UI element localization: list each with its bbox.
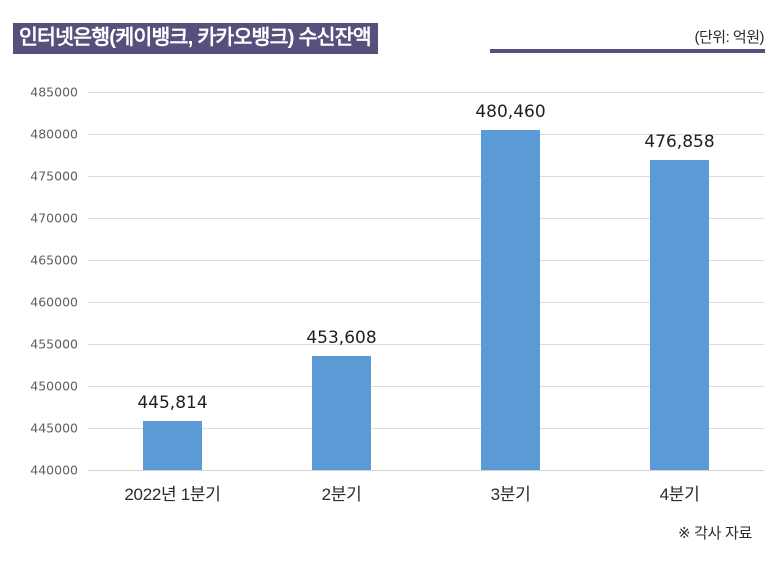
bar-value-label: 453,608 <box>306 327 377 348</box>
gridline <box>88 386 764 387</box>
gridline <box>88 302 764 303</box>
bar[interactable] <box>650 160 709 470</box>
y-axis-tick-label: 485000 <box>30 84 78 100</box>
y-axis-tick-label: 445000 <box>30 420 78 436</box>
gridline <box>88 428 764 429</box>
bar-chart: 485000 480000 475000 470000 465000 460000 4550… <box>0 70 780 530</box>
y-axis-tick-label: 440000 <box>30 462 78 478</box>
title-banner: 인터넷은행(케이뱅크, 카카오뱅크) 수신잔액 <box>13 23 378 54</box>
gridline <box>88 134 764 135</box>
y-axis-tick-label: 470000 <box>30 210 78 226</box>
unit-note: (단위: 억원) <box>694 29 764 46</box>
bar[interactable] <box>312 355 371 470</box>
y-axis-tick-label: 465000 <box>30 252 78 268</box>
y-axis-tick-label: 475000 <box>30 168 78 184</box>
y-axis-tick-label: 480000 <box>30 126 78 142</box>
bar-value-label: 480,460 <box>475 102 546 123</box>
bar[interactable] <box>481 130 540 470</box>
bar-value-label: 476,858 <box>644 132 715 153</box>
gridline <box>88 260 764 261</box>
x-axis-tick-label: 2분기 <box>321 485 362 504</box>
y-axis-tick-label: 450000 <box>30 378 78 394</box>
bar-value-label: 445,814 <box>137 393 208 414</box>
y-axis-tick-label: 455000 <box>30 336 78 352</box>
x-axis-tick-label: 2022년 1분기 <box>124 485 221 504</box>
x-axis-tick-label: 4분기 <box>659 485 700 504</box>
chart-header: 인터넷은행(케이뱅크, 카카오뱅크) 수신잔액 (단위: 억원) <box>0 0 780 70</box>
page-title: 인터넷은행(케이뱅크, 카카오뱅크) 수신잔액 <box>19 26 372 50</box>
x-axis-tick-label: 3분기 <box>490 485 531 504</box>
gridline <box>88 176 764 177</box>
plot-area: 485000 480000 475000 470000 465000 460000 4550… <box>30 85 764 504</box>
gridline <box>88 470 764 471</box>
bar[interactable] <box>143 421 202 470</box>
y-axis-tick-label: 460000 <box>30 294 78 310</box>
gridline <box>88 344 764 345</box>
title-underline-rule <box>490 49 765 53</box>
source-note: ※ 각사 자료 <box>677 525 752 542</box>
gridline <box>88 92 764 93</box>
gridline <box>88 218 764 219</box>
